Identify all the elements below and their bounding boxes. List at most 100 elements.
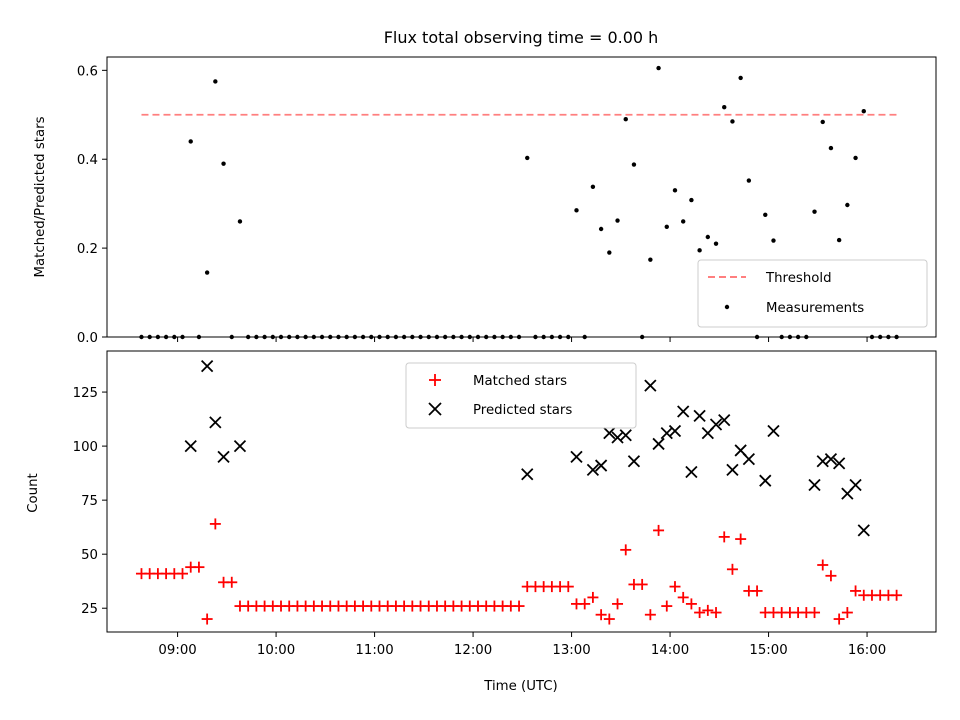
matched-star-marker (587, 591, 599, 603)
matched-star-marker (612, 598, 624, 610)
predicted-star-marker (857, 524, 870, 537)
ratio-axis-ticks: 0.0 0.2 0.4 0.6 (77, 64, 868, 346)
legend-threshold-label: Threshold (765, 271, 832, 286)
matched-star-marker (735, 533, 747, 545)
matched-star-marker (891, 589, 903, 601)
y-tick-label-count: 75 (81, 494, 98, 509)
measurement-point (672, 188, 678, 193)
predicted-star-marker (816, 455, 829, 468)
predicted-star-marker (611, 431, 624, 444)
predicted-star-marker (685, 465, 698, 479)
measurement-point (722, 105, 727, 110)
x-tick-label: 09:00 (158, 643, 196, 658)
measurement-point (631, 162, 637, 167)
ratio-legend-box (697, 259, 928, 328)
matched-star-marker (193, 561, 205, 573)
predicted-star-marker (668, 424, 682, 438)
matched-star-marker (620, 544, 632, 556)
matched-star-marker (702, 604, 714, 616)
y-tick-label-ratio: 0.4 (77, 153, 98, 168)
legend-predicted-label: Predicted stars (473, 403, 572, 418)
predicted-star-marker (742, 452, 755, 466)
x-tick-label: 11:00 (355, 643, 393, 658)
predicted-star-marker (217, 450, 230, 464)
predicted-star-marker (833, 457, 846, 470)
y-tick-label-ratio: 0.6 (77, 64, 98, 79)
predicted-star-marker (726, 463, 739, 477)
matched-star-marker (685, 598, 697, 610)
matched-star-marker (817, 559, 829, 571)
matched-star-marker (644, 609, 656, 621)
predicted-star-marker (209, 416, 222, 429)
measurement-point (607, 250, 612, 255)
matched-star-marker (579, 598, 591, 610)
matched-star-marker (710, 607, 722, 619)
measurement-point (664, 224, 669, 229)
y-tick-label-count: 125 (73, 386, 98, 401)
legend-measurements-label: Measurements (766, 301, 864, 316)
x-tick-label: 12:00 (454, 643, 492, 658)
matched-star-marker (825, 570, 837, 582)
predicted-star-marker (849, 478, 862, 492)
measurement-point (697, 248, 702, 253)
predicted-star-marker (184, 439, 197, 453)
measurement-point (574, 208, 579, 213)
measurement-point (648, 257, 653, 262)
predicted-stars-layer (184, 359, 870, 537)
matched-star-marker (809, 607, 821, 619)
predicted-star-marker (718, 414, 731, 427)
measurement-point (828, 145, 834, 151)
matched-star-marker (653, 524, 665, 536)
x-tick-label: 13:00 (552, 643, 590, 658)
y-axis-label-count: Count (26, 473, 41, 513)
predicted-star-marker (808, 478, 821, 492)
measurement-point (689, 197, 694, 203)
measurement-point (746, 178, 752, 183)
x-tick-label: 14:00 (651, 643, 689, 658)
predicted-star-marker (644, 379, 657, 392)
x-tick-label: 16:00 (848, 643, 886, 658)
matched-star-marker (209, 518, 221, 530)
matched-star-marker (669, 581, 681, 593)
ratio-legend: Threshold Measurements (697, 259, 928, 328)
matched-star-marker (726, 563, 738, 575)
predicted-star-marker (570, 450, 583, 464)
measurement-point (738, 75, 743, 81)
predicted-star-marker (677, 405, 690, 418)
x-tick-label: 15:00 (749, 643, 787, 658)
matched-star-marker (661, 600, 673, 612)
predicted-star-marker (594, 459, 608, 472)
matched-star-marker (603, 613, 615, 625)
measurement-point (204, 270, 210, 275)
predicted-star-marker (652, 437, 665, 451)
count-legend-box (405, 362, 637, 429)
y-tick-label-ratio: 0.0 (77, 331, 98, 346)
matched-star-marker (694, 607, 706, 619)
predicted-star-marker (660, 427, 673, 440)
matched-star-marker (513, 600, 525, 612)
y-tick-label-count: 25 (81, 602, 98, 617)
matched-star-marker (636, 578, 648, 590)
y-tick-label-count: 100 (73, 440, 98, 455)
measurement-point (836, 237, 842, 243)
predicted-star-marker (603, 427, 616, 440)
matched-star-marker (595, 609, 607, 621)
measurement-point (763, 212, 768, 217)
predicted-star-marker (709, 418, 723, 431)
y-tick-label-count: 50 (81, 548, 98, 563)
measurement-point (623, 117, 628, 122)
matched-star-marker (718, 531, 730, 543)
matched-star-marker (841, 607, 853, 619)
measurement-point (188, 139, 193, 144)
ratio-panel: Flux total observing time = 0.00 h Match… (33, 28, 937, 346)
matched-star-marker (751, 585, 763, 597)
count-plot-frame (106, 350, 937, 633)
measurement-point (680, 219, 686, 224)
measurement-point (812, 209, 817, 214)
predicted-star-marker (767, 424, 780, 438)
matched-star-marker (562, 581, 574, 593)
x-tick-label: 10:00 (257, 643, 295, 658)
chart-title: Flux total observing time = 0.00 h (384, 28, 659, 47)
matched-star-marker (677, 591, 689, 603)
matched-star-marker (201, 613, 213, 625)
